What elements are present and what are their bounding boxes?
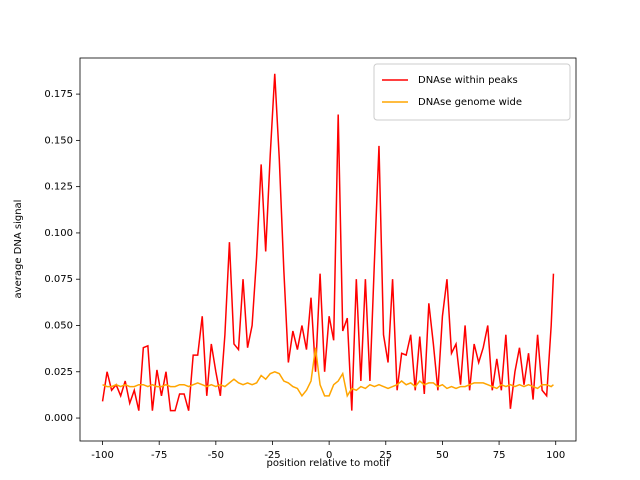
x-tick-label: -100 bbox=[91, 450, 114, 461]
y-tick-label: 0.175 bbox=[44, 89, 73, 100]
y-tick-label: 0.125 bbox=[44, 182, 73, 193]
x-tick-label: 0 bbox=[326, 450, 332, 461]
x-tick-label: -25 bbox=[264, 450, 280, 461]
y-tick-label: 0.150 bbox=[44, 135, 73, 146]
x-tick-label: 50 bbox=[436, 450, 449, 461]
x-tick-label: 75 bbox=[493, 450, 506, 461]
legend-label: DNAse within peaks bbox=[418, 75, 518, 86]
y-tick-label: 0.050 bbox=[44, 320, 73, 331]
y-axis-label: average DNA signal bbox=[13, 200, 24, 299]
x-axis-label: position relative to motif bbox=[267, 458, 390, 469]
legend-label: DNAse genome wide bbox=[418, 97, 522, 108]
y-tick-label: 0.000 bbox=[44, 413, 73, 424]
data-line bbox=[102, 347, 554, 398]
y-tick-label: 0.025 bbox=[44, 367, 73, 378]
x-tick-label: 25 bbox=[379, 450, 392, 461]
data-line bbox=[101, 73, 555, 412]
x-tick-label: 100 bbox=[546, 450, 565, 461]
y-tick-label: 0.075 bbox=[44, 274, 73, 285]
x-tick-label: -50 bbox=[208, 450, 224, 461]
x-tick-label: -75 bbox=[151, 450, 167, 461]
plot-frame bbox=[79, 57, 577, 442]
y-tick-label: 0.100 bbox=[44, 228, 73, 239]
legend-box bbox=[373, 63, 571, 121]
